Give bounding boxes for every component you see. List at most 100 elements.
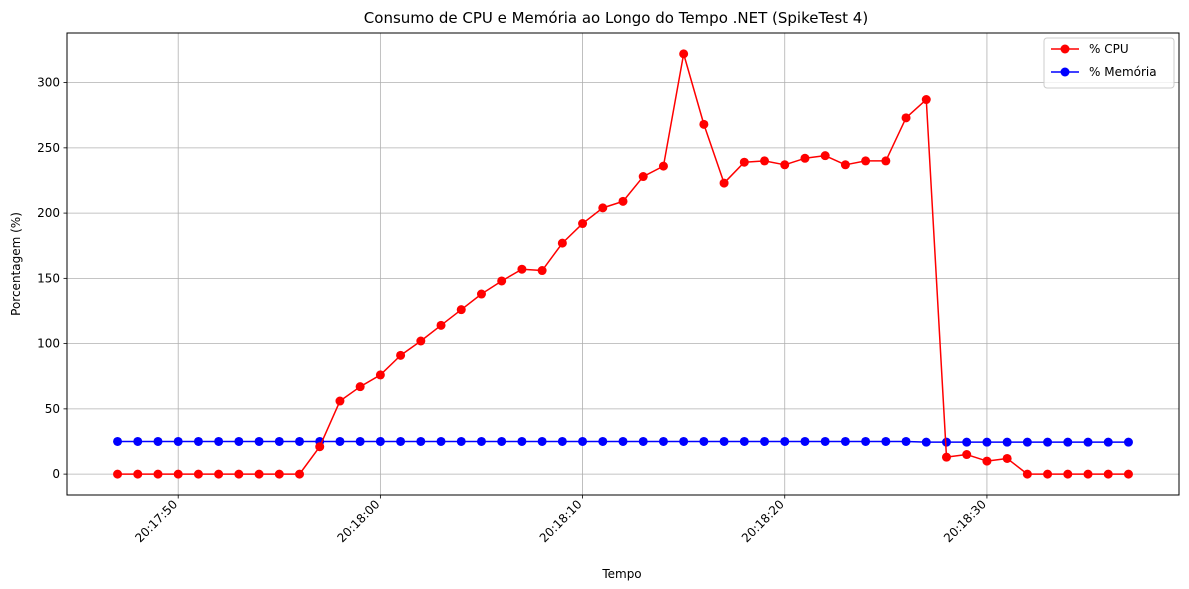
- data-point-cpu: [1022, 469, 1032, 479]
- data-point-cpu: [1123, 469, 1133, 479]
- plot-frame: [66, 32, 1180, 496]
- data-point-memory: [375, 436, 385, 446]
- data-point-cpu: [618, 196, 628, 206]
- data-point-memory: [396, 436, 406, 446]
- data-point-memory: [962, 437, 972, 447]
- data-point-cpu: [1103, 469, 1113, 479]
- data-point-cpu: [719, 178, 729, 188]
- legend-memory-marker: [1060, 67, 1070, 77]
- data-point-cpu: [173, 469, 183, 479]
- series-line-cpu: [117, 53, 1129, 475]
- data-point-memory: [618, 436, 628, 446]
- data-point-memory: [598, 436, 608, 446]
- y-tick-label: 0: [52, 467, 60, 481]
- y-axis: 0 50 100 150 200 250 300: [37, 76, 67, 481]
- data-point-cpu: [153, 469, 163, 479]
- x-axis-label: Tempo: [601, 567, 641, 581]
- data-point-cpu: [193, 469, 203, 479]
- data-point-cpu: [1002, 453, 1012, 463]
- data-point-cpu: [133, 469, 143, 479]
- data-point-cpu: [941, 452, 951, 462]
- data-point-memory: [1123, 437, 1133, 447]
- data-point-memory: [113, 436, 123, 446]
- data-point-cpu: [537, 266, 547, 276]
- data-point-cpu: [1043, 469, 1053, 479]
- data-point-cpu: [679, 49, 689, 59]
- data-point-memory: [840, 436, 850, 446]
- data-point-memory: [1103, 437, 1113, 447]
- data-point-memory: [719, 436, 729, 446]
- data-point-cpu: [375, 370, 385, 380]
- x-axis: 20:17:50 20:18:00 20:18:10 20:18:20 20:18:30: [132, 495, 989, 545]
- data-point-cpu: [921, 95, 931, 105]
- data-point-memory: [214, 436, 224, 446]
- data-point-memory: [861, 436, 871, 446]
- data-point-memory: [193, 436, 203, 446]
- data-point-cpu: [780, 160, 790, 170]
- grid: [67, 33, 1179, 495]
- x-tick-label: 20:18:30: [941, 497, 989, 545]
- series-cpu: [113, 49, 1133, 479]
- data-point-cpu: [699, 119, 709, 129]
- data-point-cpu: [476, 289, 486, 299]
- x-tick-label: 20:18:00: [334, 497, 382, 545]
- data-point-memory: [1022, 437, 1032, 447]
- data-point-cpu: [295, 469, 305, 479]
- series-layer: [113, 49, 1133, 479]
- data-point-cpu: [517, 264, 527, 274]
- data-point-cpu: [739, 157, 749, 167]
- data-point-memory: [517, 436, 527, 446]
- data-point-cpu: [396, 350, 406, 360]
- data-point-cpu: [760, 156, 770, 166]
- data-point-memory: [557, 436, 567, 446]
- x-tick-label: 20:18:10: [537, 497, 585, 545]
- data-point-cpu: [335, 396, 345, 406]
- data-point-memory: [780, 436, 790, 446]
- data-point-memory: [739, 436, 749, 446]
- data-point-memory: [921, 437, 931, 447]
- data-point-memory: [133, 436, 143, 446]
- data-point-cpu: [355, 382, 365, 392]
- data-point-memory: [476, 436, 486, 446]
- data-point-memory: [982, 437, 992, 447]
- legend-memory-label: % Memória: [1089, 65, 1157, 79]
- data-point-memory: [456, 436, 466, 446]
- data-point-memory: [820, 436, 830, 446]
- data-point-memory: [699, 436, 709, 446]
- y-axis-label: Porcentagem (%): [9, 212, 23, 316]
- data-point-memory: [295, 436, 305, 446]
- data-point-memory: [881, 436, 891, 446]
- data-point-memory: [355, 436, 365, 446]
- data-point-memory: [335, 436, 345, 446]
- data-point-memory: [537, 436, 547, 446]
- legend: % CPU % Memória: [1043, 37, 1175, 89]
- data-point-cpu: [234, 469, 244, 479]
- data-point-cpu: [861, 156, 871, 166]
- y-tick-label: 50: [45, 402, 60, 416]
- data-point-memory: [679, 436, 689, 446]
- data-point-cpu: [214, 469, 224, 479]
- data-point-cpu: [315, 442, 325, 452]
- data-point-cpu: [254, 469, 264, 479]
- data-point-memory: [416, 436, 426, 446]
- data-point-cpu: [901, 113, 911, 123]
- x-tick-label: 20:17:50: [132, 497, 180, 545]
- data-point-cpu: [820, 151, 830, 161]
- data-point-cpu: [456, 305, 466, 315]
- data-point-memory: [578, 436, 588, 446]
- legend-cpu-label: % CPU: [1089, 42, 1129, 56]
- chart-title: Consumo de CPU e Memória ao Longo do Tem…: [364, 9, 868, 27]
- data-point-memory: [153, 436, 163, 446]
- data-point-memory: [760, 436, 770, 446]
- data-point-cpu: [598, 203, 608, 213]
- data-point-cpu: [658, 161, 668, 171]
- data-point-cpu: [800, 153, 810, 163]
- data-point-cpu: [982, 456, 992, 466]
- data-point-memory: [1002, 437, 1012, 447]
- data-point-cpu: [497, 276, 507, 286]
- y-tick-label: 100: [37, 337, 60, 351]
- data-point-memory: [1063, 437, 1073, 447]
- data-point-cpu: [578, 219, 588, 229]
- data-point-memory: [436, 436, 446, 446]
- data-point-memory: [800, 436, 810, 446]
